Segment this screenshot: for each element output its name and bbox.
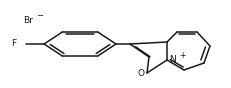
Text: O: O [137, 68, 144, 78]
Text: F: F [11, 40, 16, 48]
Text: −: − [36, 11, 43, 20]
Text: Br: Br [23, 16, 33, 25]
Text: N: N [169, 56, 175, 65]
Text: +: + [178, 51, 185, 60]
